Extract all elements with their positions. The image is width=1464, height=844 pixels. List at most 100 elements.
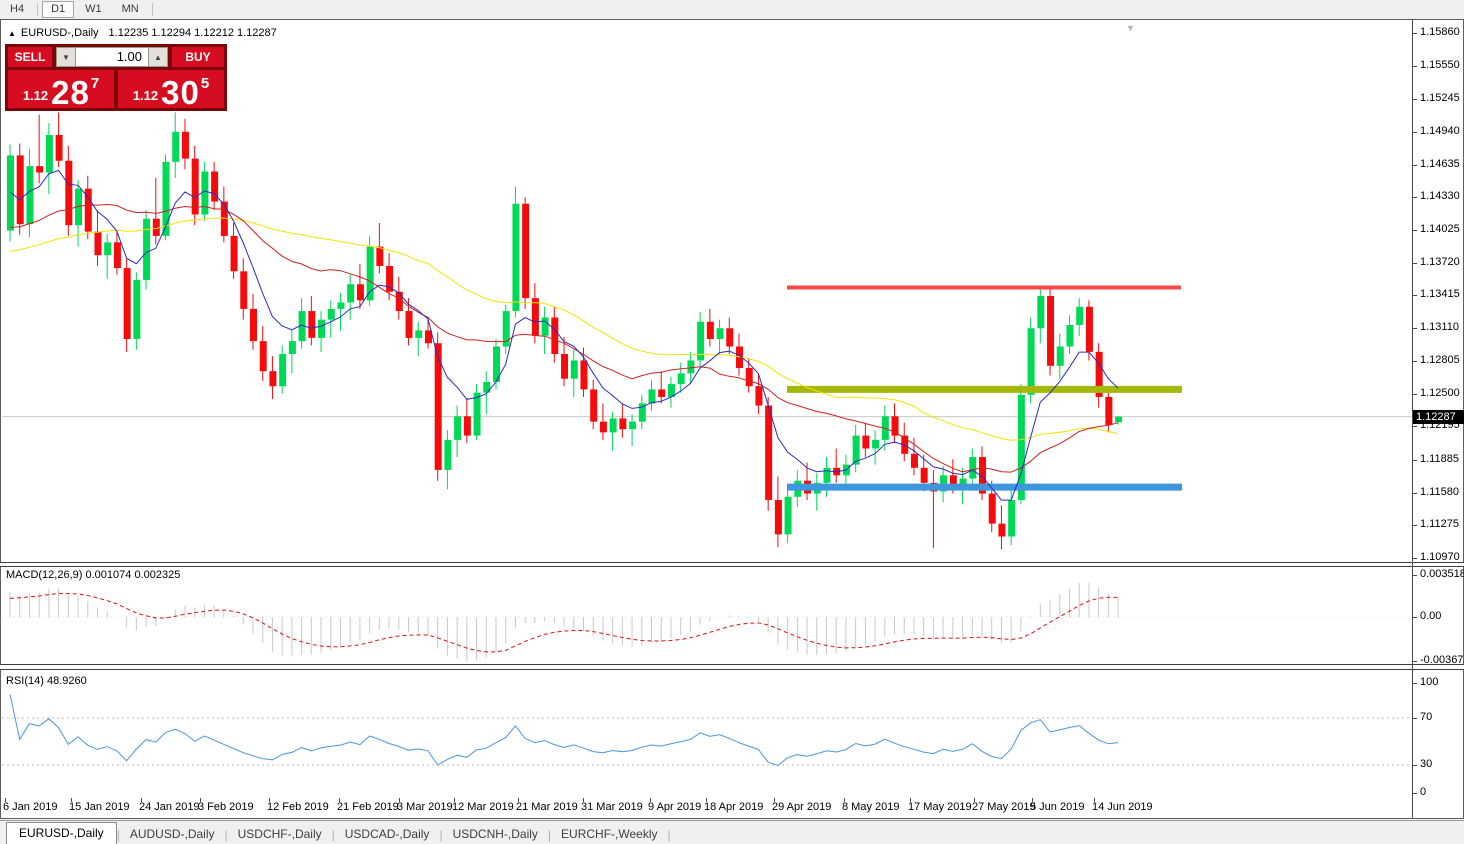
rsi-axis-tick <box>1412 718 1417 719</box>
timeframe-button-d1[interactable]: D1 <box>42 1 75 18</box>
rsi-axis-label: 70 <box>1420 711 1433 723</box>
date-axis-tick <box>518 798 519 802</box>
buy-button[interactable]: BUY <box>172 47 224 67</box>
date-axis-label: 24 Jan 2019 <box>139 801 200 813</box>
date-axis-tick <box>454 798 455 802</box>
tab-separator: | <box>547 828 552 842</box>
buy-price-prefix: 1.12 <box>132 88 159 103</box>
price-axis-label: 1.14635 <box>1420 157 1460 170</box>
date-axis-label: 3 Feb 2019 <box>198 801 254 813</box>
price-axis-tick <box>1412 328 1417 330</box>
rsi-axis-tick <box>1412 765 1417 766</box>
price-axis-tick <box>1412 525 1417 527</box>
toolbar-separator <box>151 3 153 16</box>
date-axis-label: 3 Mar 2019 <box>397 801 453 813</box>
tab-separator: | <box>116 828 120 842</box>
date-axis-tick <box>141 798 142 802</box>
price-axis-separator <box>1412 19 1413 818</box>
price-axis-tick <box>1412 33 1417 34</box>
price-axis-tick <box>1412 99 1417 101</box>
buy-price-display[interactable]: 1.12 30 5 <box>118 70 224 111</box>
tab-separator: | <box>331 828 335 842</box>
collapse-panel-icon[interactable]: ▲ <box>8 28 16 38</box>
pane-splitter[interactable] <box>0 664 1464 670</box>
chart-shift-marker-icon[interactable]: ▼ <box>1126 23 1135 33</box>
timeframe-button-mn[interactable]: MN <box>121 3 139 15</box>
date-axis-label: 14 Jun 2019 <box>1092 801 1153 813</box>
date-axis-tick <box>706 798 707 802</box>
price-axis-label: 1.14330 <box>1420 190 1460 203</box>
price-axis-tick <box>1412 230 1417 231</box>
date-axis-label: 31 Mar 2019 <box>581 801 643 813</box>
date-axis-label: 12 Feb 2019 <box>267 801 329 813</box>
sell-price-sup: 7 <box>90 75 100 92</box>
price-axis-tick <box>1412 66 1417 68</box>
rsi-axis-label: 100 <box>1420 675 1439 688</box>
buy-price-big: 30 <box>161 74 200 111</box>
price-axis-label: 1.13110 <box>1420 321 1459 334</box>
chart-ohlc-quotes: 1.12235 1.12294 1.12212 1.12287 <box>108 27 277 39</box>
timeframe-toolbar: H4 D1 W1 MN <box>0 0 1464 20</box>
date-axis-tick <box>774 798 775 802</box>
tab-separator: | <box>224 828 228 842</box>
price-axis-label: 1.15550 <box>1420 59 1460 72</box>
volume-input[interactable]: 1.00 <box>76 47 148 67</box>
date-axis-label: 18 Apr 2019 <box>704 801 764 813</box>
date-axis-tick <box>1032 798 1033 802</box>
macd-axis-label: 0.00 <box>1420 610 1442 622</box>
price-axis-label: 1.12195 <box>1420 419 1460 432</box>
sell-price-big: 28 <box>51 74 90 111</box>
macd-value-signal: 0.002325 <box>134 569 181 581</box>
date-axis-label: 5 Jun 2019 <box>1030 801 1085 813</box>
sell-button[interactable]: SELL <box>8 47 52 67</box>
date-axis-label: 21 Feb 2019 <box>337 801 399 813</box>
price-axis-tick <box>1412 164 1417 166</box>
macd-axis-tick <box>1412 660 1417 662</box>
date-axis-label: 9 Apr 2019 <box>648 801 702 813</box>
volume-decrease-icon[interactable]: ▼ <box>56 47 76 67</box>
chart-tab-usdchf[interactable]: USDCHF-,Daily <box>237 827 322 841</box>
timeframe-button-h4[interactable]: H4 <box>10 3 25 15</box>
price-axis-label: 1.11275 <box>1420 518 1459 531</box>
macd-axis-label: -0.00367 <box>1420 653 1464 666</box>
price-axis-label: 1.15245 <box>1420 92 1460 105</box>
sell-price-display[interactable]: 1.12 28 7 <box>8 70 114 111</box>
price-axis-tick <box>1412 295 1417 297</box>
price-axis-tick <box>1412 360 1417 362</box>
price-axis-label: 1.11885 <box>1420 452 1459 465</box>
pane-splitter[interactable] <box>0 562 1464 567</box>
price-axis-label: 1.13720 <box>1420 255 1460 268</box>
rsi-axis-tick <box>1412 682 1417 684</box>
chart-tab-eurchf[interactable]: EURCHF-,Weekly <box>561 827 658 841</box>
date-axis-tick <box>974 798 975 802</box>
price-axis-label: 1.12805 <box>1420 353 1460 366</box>
chart-tab-usdcad[interactable]: USDCAD-,Daily <box>344 827 430 841</box>
date-axis-label: 21 Mar 2019 <box>516 801 578 813</box>
date-axis-tick <box>399 798 400 802</box>
chart-tab-eurusd[interactable]: EURUSD-,Daily <box>6 822 117 844</box>
timeframe-button-w1[interactable]: W1 <box>85 3 102 15</box>
volume-increase-icon[interactable]: ▲ <box>148 47 168 67</box>
date-axis-label: 6 Jan 2019 <box>3 801 58 813</box>
date-axis-tick <box>844 798 845 802</box>
date-axis-tick <box>339 798 340 802</box>
chart-tab-audusd[interactable]: AUDUSD-,Daily <box>129 827 215 841</box>
tab-separator: | <box>439 828 443 842</box>
date-axis-label: 29 Apr 2019 <box>772 801 832 813</box>
price-axis-tick <box>1412 197 1417 199</box>
price-axis-tick <box>1412 262 1417 264</box>
price-axis-label: 1.15860 <box>1420 26 1460 38</box>
price-axis-label: 1.13415 <box>1420 288 1460 301</box>
date-axis-label: 27 May 2019 <box>972 801 1036 813</box>
price-axis-tick <box>1412 492 1417 494</box>
chart-window <box>0 19 1464 819</box>
price-axis-label: 1.10970 <box>1420 550 1460 563</box>
chart-symbol-label: EURUSD-,Daily <box>20 27 99 39</box>
date-axis-label: 17 May 2019 <box>908 801 972 813</box>
rsi-axis-tick <box>1412 793 1417 794</box>
price-axis-label: 1.14025 <box>1420 223 1460 235</box>
one-click-trading-panel: SELL ▼ 1.00 ▲ BUY 1.12 28 7 1.12 30 5 <box>5 44 227 111</box>
chart-tab-usdcnh[interactable]: USDCNH-,Daily <box>452 827 538 841</box>
price-axis-tick <box>1412 131 1417 133</box>
